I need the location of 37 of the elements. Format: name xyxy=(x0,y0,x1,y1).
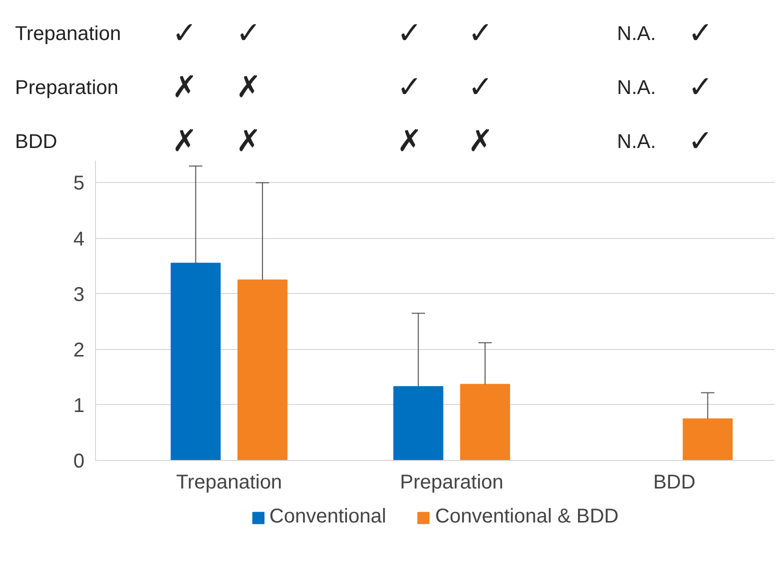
bar xyxy=(682,418,733,460)
legend-label: Conventional & BDD xyxy=(435,506,619,528)
text: ✗ xyxy=(172,71,197,104)
text: ✓ xyxy=(688,17,713,50)
x-tick-label: BDD xyxy=(653,472,696,494)
text: ✓ xyxy=(468,17,493,50)
text: ✓ xyxy=(236,17,261,50)
text: Preparation xyxy=(15,77,118,99)
x-tick-label: Preparation xyxy=(400,472,504,494)
text: ✓ xyxy=(688,71,713,104)
x-tick-label: Trepanation xyxy=(176,472,282,494)
text: N.A. xyxy=(617,77,656,99)
y-tick-label: 1 xyxy=(73,394,84,417)
text: ✗ xyxy=(468,125,493,158)
bar xyxy=(393,386,444,460)
y-tick-label: 2 xyxy=(73,339,84,362)
text: ✗ xyxy=(236,125,261,158)
text: N.A. xyxy=(617,23,656,45)
text: N.A. xyxy=(617,131,656,153)
y-tick-label: 3 xyxy=(73,284,84,306)
y-tick-label: 5 xyxy=(73,172,84,195)
bar xyxy=(170,262,221,460)
text: ✓ xyxy=(172,17,197,50)
text: ✗ xyxy=(172,125,197,158)
text: ✓ xyxy=(397,71,422,104)
bar xyxy=(460,384,510,460)
text: ✗ xyxy=(397,125,422,158)
y-tick-label: 4 xyxy=(73,228,84,250)
text: ✓ xyxy=(397,17,422,50)
bar xyxy=(237,279,288,460)
text: ✓ xyxy=(468,71,493,104)
text: ✗ xyxy=(236,71,261,104)
text: Trepanation xyxy=(15,23,121,45)
text: ✓ xyxy=(688,125,713,158)
legend-label: Conventional xyxy=(269,506,386,528)
text: BDD xyxy=(15,131,58,153)
y-tick-label: 0 xyxy=(73,450,84,472)
